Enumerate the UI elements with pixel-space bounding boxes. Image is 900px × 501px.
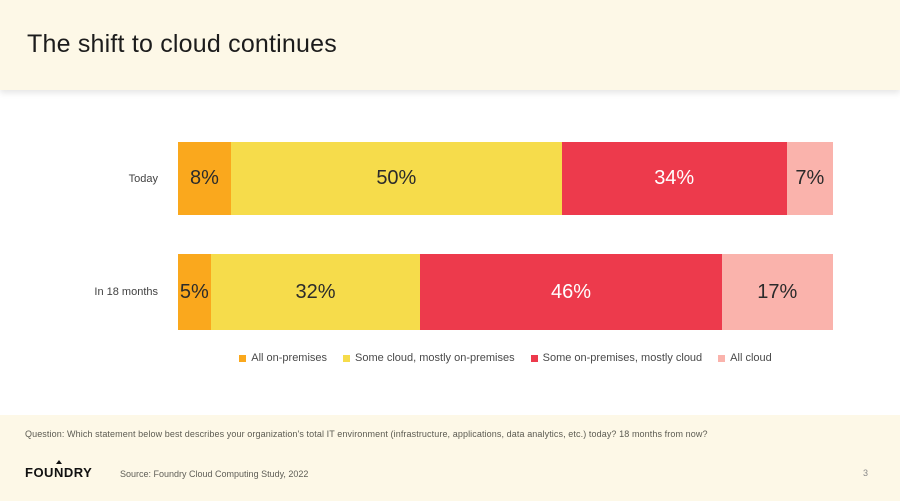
slide-title: The shift to cloud continues: [27, 30, 337, 58]
bar-segment-some-cloud-mostly-on-premises: 50%: [230, 142, 562, 215]
stacked-bar-chart: Today 8% 50% 34% 7% In 18 months 5% 32% 46% 17%: [0, 90, 900, 415]
chart-legend: All on-premises Some cloud, mostly on-pre…: [145, 352, 866, 364]
bar-segment-some-on-premises-mostly-cloud: 34%: [561, 142, 787, 215]
foundry-logo: FOUNDRY: [25, 465, 92, 480]
legend-label: Some on-premises, mostly cloud: [542, 352, 703, 364]
legend-item: All cloud: [718, 352, 772, 364]
logo-caret-n: N: [53, 465, 64, 480]
legend-item: All on-premises: [239, 352, 327, 364]
source-citation: Source: Foundry Cloud Computing Study, 2…: [120, 469, 309, 479]
legend-swatch-icon: [239, 354, 247, 362]
category-label: In 18 months: [94, 286, 158, 298]
logo-text: DRY: [63, 465, 93, 480]
bar-segment-all-on-premises: 8%: [178, 142, 231, 215]
category-label: Today: [128, 172, 158, 185]
stacked-bar: 5% 32% 46% 17%: [178, 254, 833, 330]
legend-label: All cloud: [730, 352, 772, 364]
bar-segment-some-cloud-mostly-on-premises: 32%: [210, 254, 421, 330]
legend-label: All on-premises: [251, 352, 328, 364]
bar-segment-all-cloud: 17%: [721, 254, 833, 330]
chart-area: Today 8% 50% 34% 7% In 18 months 5% 32% 46% 17% A…: [0, 90, 900, 415]
survey-question-footnote: Question: Which statement below best des…: [25, 429, 708, 439]
legend-swatch-icon: [718, 354, 726, 362]
legend-swatch-icon: [343, 354, 351, 362]
legend-label: Some cloud, mostly on-premises: [355, 352, 515, 364]
bar-segment-some-on-premises-mostly-cloud: 46%: [420, 254, 722, 330]
page-number: 3: [862, 468, 868, 478]
legend-item: Some on-premises, mostly cloud: [530, 352, 703, 364]
slide-title-band: The shift to cloud continues: [0, 0, 900, 90]
bar-segment-all-on-premises: 5%: [178, 254, 211, 330]
legend-item: Some cloud, mostly on-premises: [343, 352, 515, 364]
stacked-bar: 8% 50% 34% 7%: [178, 142, 833, 215]
bar-segment-all-cloud: 7%: [786, 142, 833, 215]
logo-text: FOU: [25, 465, 54, 480]
bar-row: In 18 months 5% 32% 46% 17%: [0, 254, 900, 330]
legend-swatch-icon: [530, 354, 538, 362]
slide-footer-band: Question: Which statement below best des…: [0, 415, 900, 501]
bar-row: Today 8% 50% 34% 7%: [0, 142, 900, 215]
